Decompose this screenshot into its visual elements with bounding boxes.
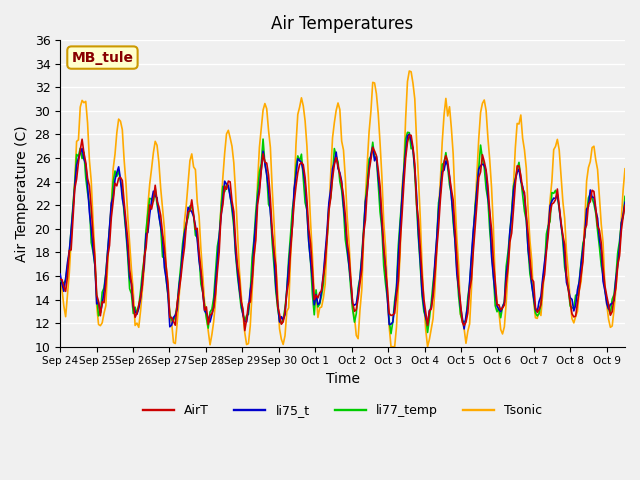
Legend: AirT, li75_t, li77_temp, Tsonic: AirT, li75_t, li77_temp, Tsonic <box>138 399 547 422</box>
Title: Air Temperatures: Air Temperatures <box>271 15 413 33</box>
Y-axis label: Air Temperature (C): Air Temperature (C) <box>15 125 29 262</box>
X-axis label: Time: Time <box>326 372 360 386</box>
Text: MB_tule: MB_tule <box>72 50 134 65</box>
